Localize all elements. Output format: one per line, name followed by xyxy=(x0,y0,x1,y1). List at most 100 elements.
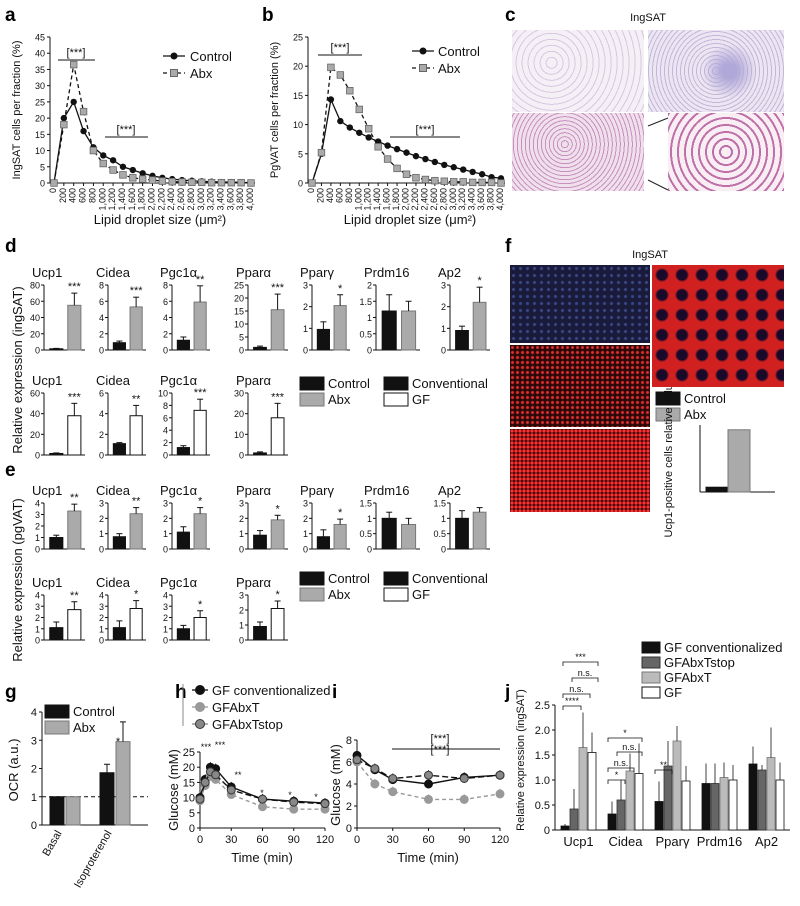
y-tick-label-e-top-3: 0 xyxy=(239,545,244,555)
panel-letter-c: c xyxy=(505,5,516,26)
bar-j-cidea-2 xyxy=(625,770,635,831)
y-tick-label-d-top-3: 15 xyxy=(234,307,244,317)
star-e-bot-2: * xyxy=(198,599,203,611)
bar-j-ap2-2 xyxy=(766,757,776,831)
star-h-2: ** xyxy=(234,770,242,780)
legend-label-d-gf: GF xyxy=(412,392,430,407)
point-i-2 xyxy=(388,774,398,783)
bar-d-bot-2-treat xyxy=(193,409,207,456)
gene-label-d-top-3: Pparα xyxy=(236,265,271,280)
bar-j-prdm16-3 xyxy=(728,779,738,831)
y-tick-label-e-top-1: 3 xyxy=(99,499,104,509)
y-tick-label-g: 3 xyxy=(31,735,37,747)
x-tick-label-a: 2,200 xyxy=(156,188,166,211)
panel-a-xlabel: Lipid droplet size (μm²) xyxy=(94,212,226,227)
star-h-4: * xyxy=(288,790,292,800)
bar-d-bot-0-control xyxy=(49,452,64,456)
point-i-2 xyxy=(352,755,362,765)
bar-e-top-3-control xyxy=(253,534,267,550)
point-b-abx xyxy=(308,179,316,187)
sig-a2: [***] xyxy=(117,124,136,136)
bar-j-ap2-3 xyxy=(775,779,785,831)
y-tick-label-d-bot-0: 20 xyxy=(30,430,40,440)
panel-c-abx-image xyxy=(512,113,644,191)
bar-j-pparγ-0 xyxy=(654,801,664,831)
x-tick-label-a: 2,800 xyxy=(186,188,196,211)
y-tick-label-d-bot-2: 10 xyxy=(158,389,168,399)
legend-marker-h-gfabxt xyxy=(195,702,205,712)
x-tick-label-b: 3,400 xyxy=(467,188,477,211)
point-i-1 xyxy=(424,794,433,804)
y-tick-label-d-bot-0: 40 xyxy=(30,409,40,419)
point-b-abx xyxy=(402,170,411,178)
y-tick-label-d-top-6: 0 xyxy=(441,346,446,356)
star-d-top-0: *** xyxy=(68,281,82,293)
y-tick-label-d-top-5: 2 xyxy=(367,281,372,291)
y-tick-label-a: 15 xyxy=(35,130,45,140)
point-a-control xyxy=(129,166,136,174)
bar-d-top-5-control xyxy=(381,310,397,351)
point-b-abx xyxy=(421,175,430,184)
point-b-abx xyxy=(497,179,505,187)
point-i-0 xyxy=(424,779,433,789)
bar-e-bot-1-control xyxy=(112,627,126,641)
bar-e-bot-3-control xyxy=(253,626,267,641)
gene-label-e-top-4: Pparγ xyxy=(300,483,334,498)
gene-label-e-top-1: Cidea xyxy=(96,483,131,498)
legend-label-e-control: Control xyxy=(328,571,370,586)
point-i-1 xyxy=(495,789,505,799)
panel-c-abx-zoom-image xyxy=(668,113,784,191)
gene-label-e-top-2: Pgc1α xyxy=(160,483,198,498)
y-tick-label-j: 0 xyxy=(544,825,550,837)
bar-j-ap2-1 xyxy=(757,769,767,831)
y-tick-label-e-top-5: 0 xyxy=(367,545,372,555)
y-tick-label-d-top-0: 60 xyxy=(30,297,40,307)
panel-letter-h: h xyxy=(175,682,187,703)
point-b-control xyxy=(412,152,420,160)
panel-e-ylabel: Relative expression (pgVAT) xyxy=(10,498,25,662)
point-a-control xyxy=(70,98,77,106)
legend-label-j-gf: GF xyxy=(664,685,682,700)
y-tick-label-e-bot-2: 0 xyxy=(163,636,168,646)
sig-bracket-j-8 xyxy=(654,769,673,774)
star-e-top-1: ** xyxy=(132,496,141,508)
bar-j-prdm16-2 xyxy=(719,777,729,831)
y-tick-label-b: 20 xyxy=(293,62,303,72)
x-tick-label-b: 400 xyxy=(325,188,335,203)
bar-d-top-5-treat xyxy=(401,310,417,351)
point-h-2 xyxy=(200,777,210,787)
x-tick-label-b: 1,000 xyxy=(353,188,363,211)
y-tick-label-d-top-0: 0 xyxy=(35,346,40,356)
star-h-3: * xyxy=(260,788,264,798)
x-tick-label-a: 200 xyxy=(58,188,68,203)
point-b-abx xyxy=(468,178,477,187)
y-tick-label-e-top-6: 0 xyxy=(441,545,446,555)
y-tick-label-a: 45 xyxy=(35,33,45,43)
bar-e-top-5-control xyxy=(381,517,397,550)
y-tick-label-b: 25 xyxy=(293,33,303,43)
point-a-abx xyxy=(188,178,196,187)
bar-e-bot-1-treat xyxy=(129,608,143,641)
star-d-top-6: * xyxy=(477,275,482,287)
point-b-abx xyxy=(346,87,354,95)
y-tick-label-b: 5 xyxy=(298,149,303,159)
legend-label-e-abx: Abx xyxy=(328,587,351,602)
y-tick-label-d-top-5: 0.5 xyxy=(359,329,372,339)
gene-label-d-top-4: Pparγ xyxy=(300,265,334,280)
x-tick-label-a: 800 xyxy=(87,188,97,203)
y-tick-label-j: 2.5 xyxy=(535,700,550,712)
legend-marker-h-gfabxtstop xyxy=(195,719,205,729)
y-tick-label-a: 25 xyxy=(35,97,45,107)
y-tick-label-d-bot-2: 0 xyxy=(163,451,168,461)
y-tick-label-j: 2.0 xyxy=(535,725,550,737)
legend-label-g-control: Control xyxy=(73,704,115,719)
bar-e-top-4-control xyxy=(316,536,330,550)
legend-label-j-gfabxt: GFAbxT xyxy=(664,670,712,685)
point-b-control xyxy=(384,142,391,149)
y-tick-label-e-top-2: 2 xyxy=(163,514,168,524)
y-tick-label-d-top-5: 1 xyxy=(367,313,372,323)
bar-d-top-1-control xyxy=(112,342,126,351)
point-b-control xyxy=(450,164,457,171)
panel-i-xlabel: Time (min) xyxy=(397,850,459,865)
panel-letter-a: a xyxy=(5,5,16,26)
